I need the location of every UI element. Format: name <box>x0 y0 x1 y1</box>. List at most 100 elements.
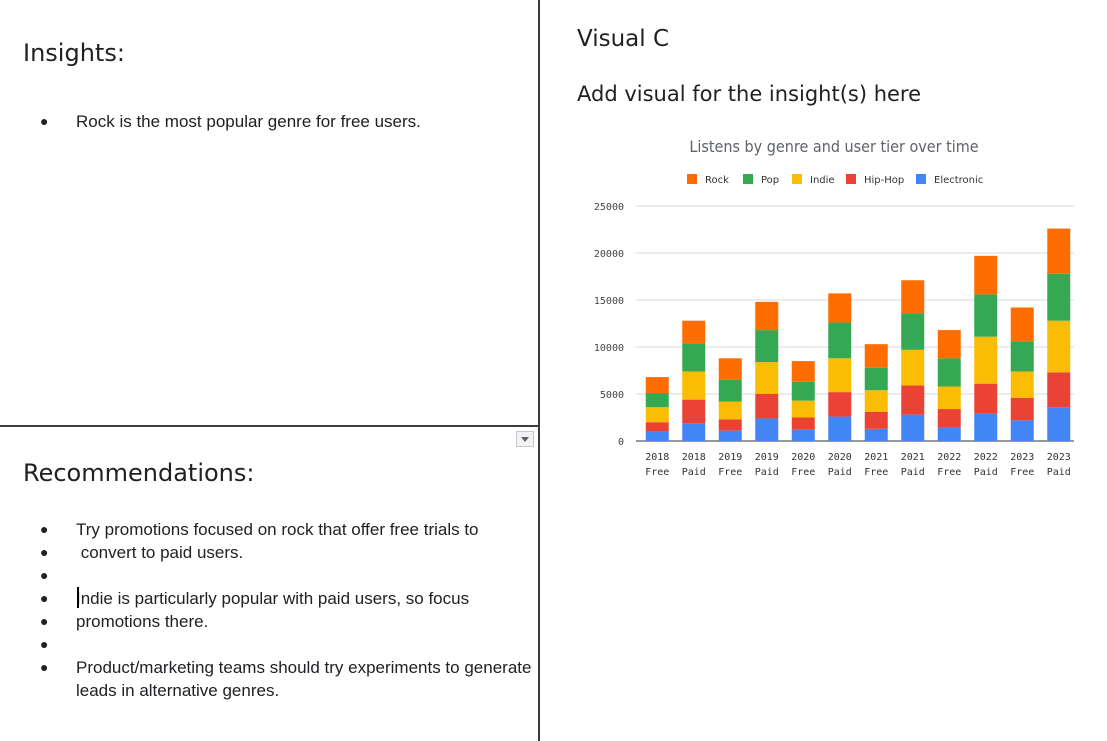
x-tick-label: Paid <box>755 467 779 478</box>
bar-segment <box>1047 320 1071 373</box>
x-tick-label: Free <box>718 467 742 478</box>
x-tick-label: 2020 <box>828 452 852 463</box>
bullet-icon: ● <box>40 544 49 560</box>
bar-segment <box>645 422 669 432</box>
bar-segment <box>791 400 815 418</box>
horizontal-divider <box>0 425 538 427</box>
bar-segment <box>791 381 815 401</box>
bar-segment <box>718 419 742 431</box>
bar-segment <box>755 301 779 331</box>
legend-swatch <box>846 174 856 184</box>
legend-label: Hip-Hop <box>864 175 904 186</box>
bar-segment <box>791 361 815 382</box>
y-tick-label: 10000 <box>594 343 624 354</box>
text-cursor <box>77 587 79 608</box>
list-item: ● Rock is the most popular genre for free… <box>40 112 421 131</box>
bullet-icon: ● <box>40 613 49 629</box>
chart-grid: 0 5000 10000 15000 20000 25000 <box>594 202 1074 448</box>
x-tick-label: Free <box>864 467 888 478</box>
list-item: ● Indie is particularly popular with paid… <box>40 589 470 608</box>
bar-segment <box>937 358 961 387</box>
vertical-divider <box>538 0 540 741</box>
bar-segment <box>828 392 852 417</box>
bar-segment <box>901 313 925 350</box>
bar-segment <box>1010 371 1034 398</box>
bar-segment <box>1047 228 1071 274</box>
bar-segment <box>864 428 888 441</box>
bar-segment <box>828 416 852 441</box>
y-tick-label: 20000 <box>594 249 624 260</box>
recommendations-list[interactable]: ● Try promotions focused on rock that off… <box>40 518 531 702</box>
recommendations-text-area[interactable]: ● Try promotions focused on rock that off… <box>0 505 538 735</box>
recommendations-title: Recommendations: <box>23 459 255 487</box>
x-tick-label: 2018 <box>682 452 706 463</box>
x-tick-label: Paid <box>974 467 998 478</box>
bar-segment <box>937 409 961 428</box>
visual-title: Visual C <box>577 26 670 52</box>
bullet-icon: ● <box>40 636 49 652</box>
bar-segment <box>828 358 852 393</box>
bar-segment <box>791 417 815 430</box>
bar-segment <box>937 386 961 410</box>
bar-segment <box>864 344 888 368</box>
bullet-icon: ● <box>40 567 49 583</box>
bar-segment <box>974 336 998 384</box>
bar-segment <box>718 379 742 402</box>
x-tick-label: Paid <box>828 467 852 478</box>
bar-segment <box>682 343 706 372</box>
bar-segment <box>1047 407 1071 441</box>
y-tick-label: 25000 <box>594 202 624 213</box>
bar-segment <box>682 320 706 344</box>
x-tick-label: Free <box>1010 467 1034 478</box>
x-tick-label: Free <box>645 467 669 478</box>
y-tick-label: 15000 <box>594 296 624 307</box>
x-tick-label: 2021 <box>864 452 888 463</box>
bar-segment <box>937 427 961 441</box>
list-item: ● convert to paid users. <box>40 543 244 562</box>
bar-segment <box>1010 341 1034 372</box>
bar-segment <box>901 385 925 415</box>
bullet-icon: ● <box>40 659 49 675</box>
bar-segment <box>974 413 998 441</box>
stacked-bar-chart: Listens by genre and user tier over time… <box>594 137 1074 478</box>
legend-label: Indie <box>810 175 835 186</box>
bar-segment <box>682 371 706 400</box>
legend-swatch <box>743 174 753 184</box>
chart-legend: Rock Pop Indie Hip-Hop Electronic <box>687 174 983 186</box>
bar-segment <box>937 330 961 359</box>
bar-segment <box>755 418 779 441</box>
bar-segment <box>828 322 852 359</box>
bar-segment <box>1047 273 1071 321</box>
bar-segment <box>1047 372 1071 408</box>
bar-segment <box>901 414 925 441</box>
chart-bars <box>645 228 1071 441</box>
list-item: ● Try promotions focused on rock that off… <box>40 520 479 539</box>
x-tick-label: Paid <box>1047 467 1071 478</box>
bar-segment <box>645 393 669 408</box>
bar-segment <box>755 362 779 394</box>
bullet-icon: ● <box>40 590 49 606</box>
visual-subtitle: Add visual for the insight(s) here <box>577 82 922 106</box>
bar-segment <box>828 293 852 323</box>
bar-segment <box>682 423 706 441</box>
legend-label: Pop <box>761 175 779 186</box>
x-tick-label: 2019 <box>755 452 779 463</box>
list-item: ● <box>40 633 531 656</box>
list-item: ● Product/marketing teams should try expe… <box>40 658 532 677</box>
bar-segment <box>974 294 998 337</box>
y-tick-label: 5000 <box>600 390 624 401</box>
insights-list[interactable]: ● Rock is the most popular genre for free… <box>40 110 421 133</box>
bullet-icon: ● <box>40 113 49 129</box>
legend-swatch <box>792 174 802 184</box>
list-item: leads in alternative genres. <box>76 681 280 700</box>
legend-swatch <box>916 174 926 184</box>
bar-segment <box>974 383 998 414</box>
bar-segment <box>682 399 706 424</box>
dropdown-toggle[interactable] <box>516 431 534 447</box>
bar-segment <box>645 407 669 423</box>
legend-swatch <box>687 174 697 184</box>
x-tick-label: 2020 <box>791 452 815 463</box>
bar-segment <box>645 431 669 441</box>
bar-segment <box>791 429 815 441</box>
bar-segment <box>864 367 888 391</box>
